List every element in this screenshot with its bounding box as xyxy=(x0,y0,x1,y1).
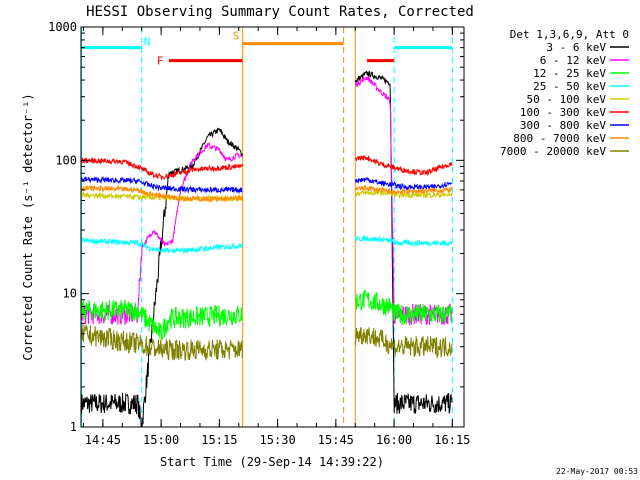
y-axis-label: Corrected Count Rate (s⁻¹ detector⁻¹) xyxy=(21,93,35,360)
y-tick-label: 1000 xyxy=(48,20,77,34)
x-tick-label: 15:00 xyxy=(143,433,179,447)
x-tick-label: 14:45 xyxy=(85,433,121,447)
series-line-800-7000-keV xyxy=(81,184,453,204)
x-tick-label: 16:15 xyxy=(434,433,470,447)
series-line-7000-20000-keV xyxy=(81,323,453,361)
series-line-12-25-keV xyxy=(81,289,453,341)
legend-label: 800 - 7000 keV xyxy=(513,132,606,145)
x-tick-label: 15:45 xyxy=(318,433,354,447)
legend-label: 6 - 12 keV xyxy=(540,54,607,67)
series-line-3-6-keV xyxy=(81,71,453,428)
series-layer xyxy=(81,71,453,428)
x-axis-label: Start Time (29-Sep-14 14:39:22) xyxy=(160,455,384,469)
series-line-6-12-keV xyxy=(81,76,453,326)
annotation-label-f: F xyxy=(157,55,164,68)
legend-label: 12 - 25 keV xyxy=(533,67,606,80)
x-tick-label: 15:15 xyxy=(201,433,237,447)
series-line-300-800-keV xyxy=(81,175,453,195)
timestamp: 22-May-2017 00:53 xyxy=(556,467,638,476)
series-line-100-300-keV xyxy=(81,155,453,181)
y-tick-label: 100 xyxy=(55,153,77,167)
legend-header: Det 1,3,6,9, Att 0 xyxy=(510,28,629,41)
legend-label: 3 - 6 keV xyxy=(546,41,606,54)
legend-label: 7000 - 20000 keV xyxy=(500,145,606,158)
legend-label: 50 - 100 keV xyxy=(527,93,607,106)
legend-label: 100 - 300 keV xyxy=(520,106,606,119)
legend-label: 25 - 50 keV xyxy=(533,80,606,93)
axes: 14:45 15:00 15:15 15:30 15:45 16:00 16:15 1 10 10… xyxy=(48,20,470,447)
plot-frame xyxy=(80,26,465,428)
series-line-25-50-keV xyxy=(81,235,453,255)
annotation-label-n: N xyxy=(144,36,151,49)
x-tick-label: 16:00 xyxy=(376,433,412,447)
y-tick-label: 10 xyxy=(63,287,77,301)
annotations-layer: NF S xyxy=(81,27,453,427)
chart-title: HESSI Observing Summary Count Rates, Cor… xyxy=(86,4,474,20)
legend-label: 300 - 800 keV xyxy=(520,119,606,132)
x-tick-label: 15:30 xyxy=(260,433,296,447)
y-tick-label: 1 xyxy=(70,420,77,434)
annotation-label-s: S xyxy=(233,30,240,43)
